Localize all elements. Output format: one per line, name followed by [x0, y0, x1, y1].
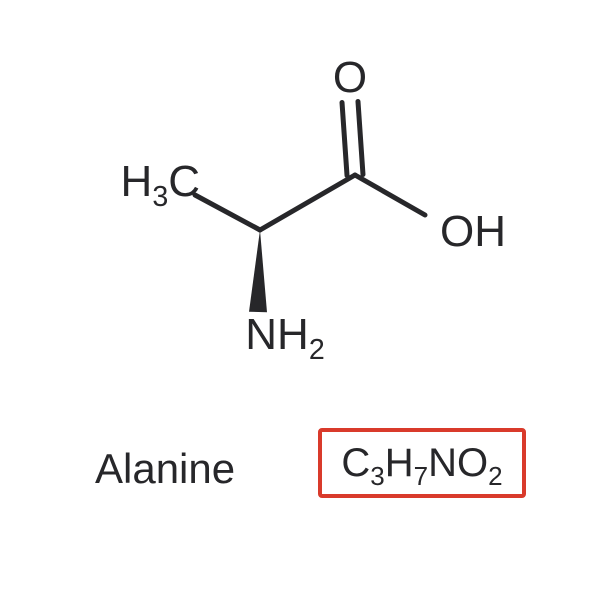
molecular-formula-box: C3H7NO2 — [318, 428, 526, 498]
bond-layer — [0, 0, 600, 600]
atom-label-ch3: H3C — [121, 160, 200, 204]
molecular-formula: C3H7NO2 — [341, 441, 502, 486]
atom-label-oh: OH — [440, 210, 506, 254]
atom-label-nh2: NH2 — [245, 313, 324, 357]
atom-label-o-double: O — [333, 56, 367, 100]
chemistry-diagram: H3C O OH NH2 Alanine C3H7NO2 — [0, 0, 600, 600]
compound-name: Alanine — [95, 445, 235, 493]
